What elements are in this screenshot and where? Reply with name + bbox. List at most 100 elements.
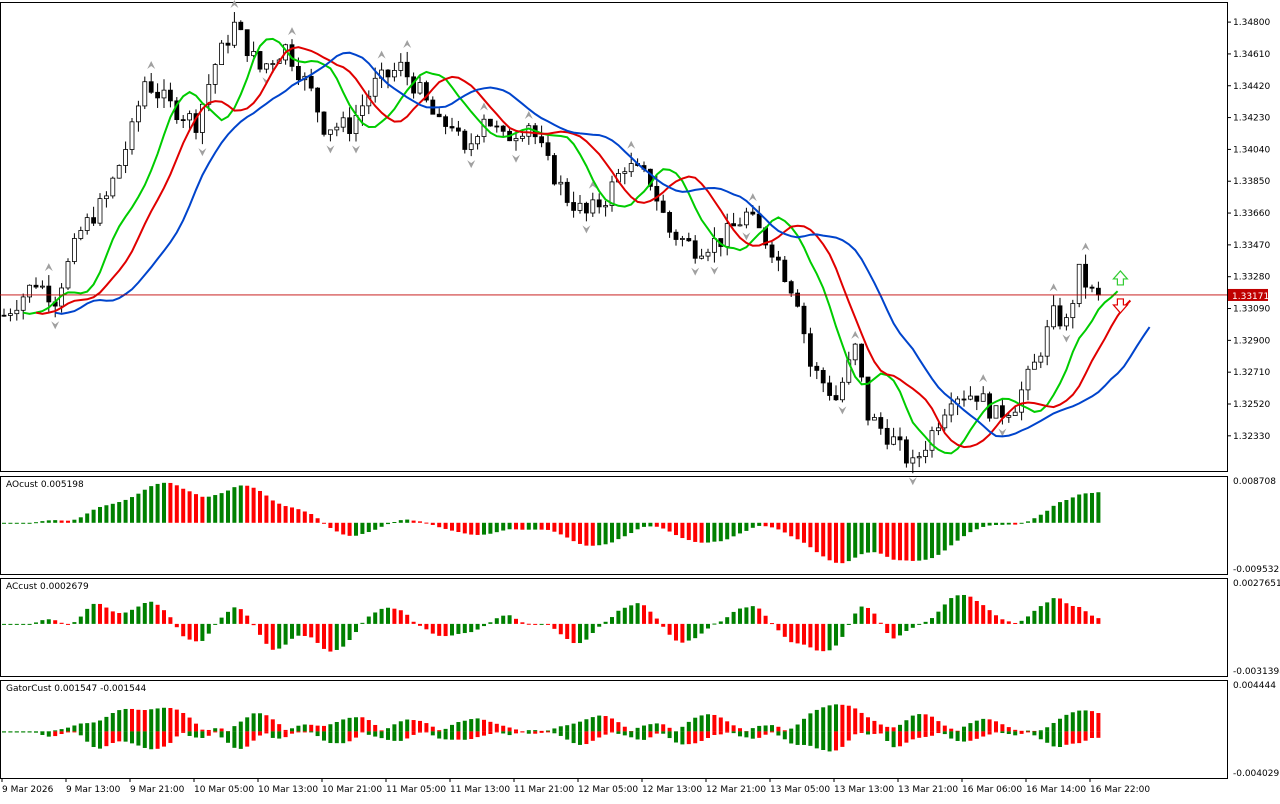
histogram-bar (110, 503, 115, 523)
gator-upper-bar (1019, 730, 1024, 732)
gator-lower-bar (750, 731, 755, 739)
gator-lower-bar (302, 731, 307, 733)
histogram-bar (72, 519, 77, 523)
gator-lower-bar (142, 731, 147, 748)
fractal-down-marker (710, 266, 719, 275)
gator-lower-bar (693, 731, 698, 744)
gator-lower-bar (130, 731, 134, 744)
candle (462, 129, 468, 154)
histogram-bar (53, 520, 58, 523)
gator-lower-bar (1096, 731, 1101, 738)
histogram-bar (341, 522, 346, 535)
gator-upper-bar (994, 721, 998, 732)
histogram-bar (142, 489, 147, 523)
gator-panel[interactable] (2, 704, 1101, 752)
histogram-bar (27, 522, 32, 524)
price-tick-label: 1.32520 (1233, 400, 1270, 410)
gator-lower-bar (1090, 731, 1094, 738)
gator-lower-bar (846, 731, 851, 741)
gator-upper-bar (181, 712, 186, 732)
histogram-bar (373, 522, 378, 530)
bull-candle-body (353, 115, 359, 134)
bull-candle-body (359, 105, 365, 116)
bear-candle-body (1057, 305, 1063, 327)
gator-upper-bar (482, 719, 486, 732)
histogram-bar (962, 522, 966, 537)
histogram-bar (558, 522, 563, 535)
histogram-bar (795, 623, 800, 644)
gator-lower-bar (232, 731, 237, 748)
histogram-bar (200, 623, 205, 641)
gator-upper-bar (347, 717, 352, 732)
gator-upper-bar (341, 719, 346, 732)
candle (673, 229, 679, 246)
histogram-bar (584, 522, 589, 546)
histogram-bar (776, 623, 781, 631)
histogram-bar (840, 623, 845, 637)
gator-lower-bar (1019, 731, 1024, 734)
price-panel[interactable] (0, 0, 1227, 486)
histogram-bar (1032, 610, 1037, 624)
gator-lower-bar (328, 731, 333, 744)
gator-lower-bar (290, 731, 294, 734)
histogram-bar (66, 623, 70, 625)
histogram-bar (392, 608, 397, 624)
candle (423, 80, 429, 103)
gator-lower-bar (603, 731, 608, 735)
gator-upper-bar (866, 717, 870, 732)
bear-candle-body (487, 118, 493, 127)
gator-upper-bar (283, 729, 288, 732)
gator-lower-bar (968, 731, 973, 741)
gator-lower-bar (315, 731, 320, 737)
histogram-bar (674, 623, 678, 641)
histogram-bar (174, 623, 179, 628)
bull-candle-body (852, 343, 858, 361)
gator-upper-bar (693, 717, 698, 732)
histogram-bar (1070, 605, 1075, 624)
bull-candle-body (520, 135, 525, 139)
histogram-bar (885, 522, 890, 557)
gator-upper-bar (1045, 727, 1050, 732)
gator-lower-bar (616, 731, 621, 734)
histogram-bar (226, 490, 230, 523)
histogram-bar (309, 623, 314, 638)
gator-lower-bar (347, 731, 352, 742)
histogram-bar (802, 623, 806, 645)
histogram-bar (258, 623, 262, 635)
price-tick-label: 1.34420 (1233, 82, 1270, 92)
histogram-bar (661, 522, 666, 529)
histogram-bar (770, 522, 774, 528)
histogram-bar (14, 522, 19, 524)
gator-lower-bar (354, 731, 358, 738)
ao-panel[interactable] (2, 482, 1101, 564)
candle (558, 175, 564, 196)
histogram-bar (450, 522, 454, 531)
gator-upper-bar (104, 716, 109, 732)
gator-lower-bar (424, 731, 429, 733)
histogram-bar (21, 522, 26, 524)
gator-lower-bar (418, 731, 422, 733)
gator-lower-bar (283, 731, 288, 738)
candle (692, 235, 698, 264)
histogram-bar (398, 610, 403, 624)
histogram-bar (526, 623, 531, 625)
bull-candle-body (110, 177, 116, 197)
time-tick-label: 11 Mar 21:00 (514, 785, 574, 795)
gator-upper-bar (219, 728, 224, 732)
histogram-bar (290, 507, 294, 523)
candle (135, 100, 141, 132)
histogram-bar (21, 623, 26, 625)
gator-lower-bar (14, 731, 19, 733)
gator-upper-bar (53, 730, 58, 732)
ac-panel[interactable] (2, 594, 1101, 652)
histogram-bar (1090, 492, 1094, 523)
gator-upper-bar (597, 715, 602, 732)
histogram-bar (251, 487, 256, 523)
gator-upper-bar (315, 725, 320, 732)
candle (449, 117, 455, 132)
histogram-bar (187, 623, 192, 640)
candle (321, 111, 327, 137)
gator-lower-bar (238, 731, 243, 749)
